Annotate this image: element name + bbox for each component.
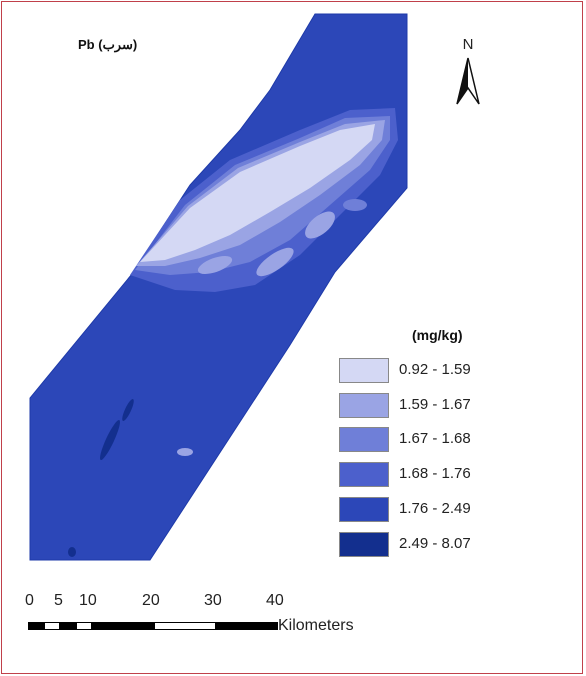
legend-label: 1.59 - 1.67: [399, 396, 471, 413]
legend-swatch: [339, 532, 389, 557]
legend-swatch: [339, 497, 389, 522]
scale-tick: 10: [79, 592, 97, 609]
scale-tick: 30: [204, 592, 222, 609]
hotspot-a: [100, 419, 120, 461]
scale-bar: 0 5 10 20 30 40 Kilometers: [25, 592, 388, 642]
zone-0-92-1-59: [140, 124, 375, 262]
north-arrow-icon: [456, 57, 480, 105]
scale-tick: 40: [266, 592, 284, 609]
north-label: N: [462, 36, 474, 53]
patch-e: [177, 448, 193, 456]
scale-tick: 5: [54, 592, 63, 609]
legend-swatch: [339, 393, 389, 418]
north-arrow: N: [448, 36, 488, 110]
legend-swatch: [339, 427, 389, 452]
legend-label: 1.68 - 1.76: [399, 465, 471, 482]
map-title: Pb (سرب): [78, 37, 138, 52]
legend-label: 2.49 - 8.07: [399, 535, 471, 552]
patch-d: [343, 199, 367, 211]
scale-unit: Kilometers: [278, 617, 354, 634]
patch-a: [197, 255, 233, 275]
legend-label: 1.76 - 2.49: [399, 500, 471, 517]
legend-label: 0.92 - 1.59: [399, 361, 471, 378]
patch-b: [256, 247, 294, 277]
legend-swatch: [339, 358, 389, 383]
legend-label: 1.67 - 1.68: [399, 430, 471, 447]
scale-tick: 20: [142, 592, 160, 609]
hotspot-b: [122, 399, 134, 421]
scale-tick: 0: [25, 592, 34, 609]
hotspot-c: [68, 547, 76, 557]
patch-c: [305, 211, 335, 239]
legend-swatch: [339, 462, 389, 487]
legend-title: (mg/kg): [412, 327, 463, 343]
